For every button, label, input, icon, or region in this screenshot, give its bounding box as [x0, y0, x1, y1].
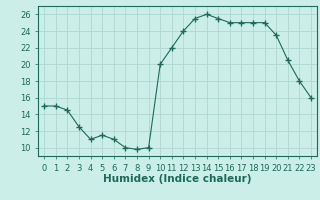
X-axis label: Humidex (Indice chaleur): Humidex (Indice chaleur)	[103, 174, 252, 184]
